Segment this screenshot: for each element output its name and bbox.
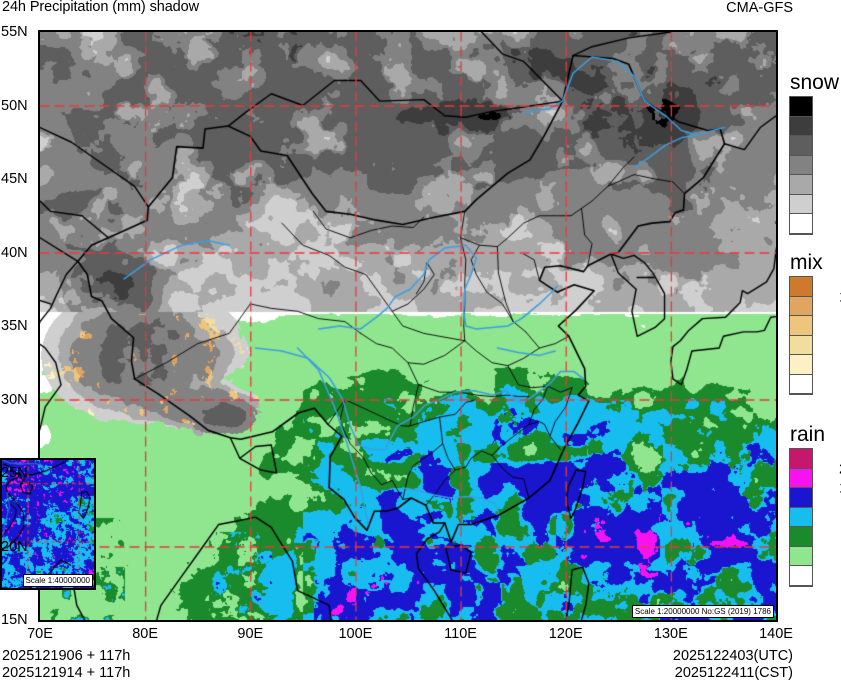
legend-rain: rain 250 100 50 25 10 0.1: [789, 423, 841, 587]
legend-swatch-snow-6: [790, 214, 812, 234]
inset-map-canvas: [2, 460, 94, 588]
lon-tick-130e: 130E: [653, 626, 688, 642]
lat-tick-35n: 35N: [1, 318, 28, 334]
legend-swatch-rain-1: [790, 468, 812, 488]
map-scale-badge: Scale 1:20000000 No:GS (2019) 1786: [631, 605, 774, 618]
legend-tick-rain-50: 50: [818, 499, 841, 516]
legend-tick-rain-10: 10: [818, 538, 841, 555]
legend-tick-snow-20: 20: [818, 128, 841, 145]
legend-colorbar-snow: 30201052.50.1: [789, 96, 813, 235]
legend-title-mix: mix: [790, 251, 823, 274]
legend-swatch-mix-0: [790, 277, 812, 297]
lat-tick-25n: 25N: [1, 465, 28, 481]
lon-tick-140e: 140E: [759, 626, 793, 642]
legend-tick-rain-0.1: 0.1: [818, 558, 841, 575]
legend-swatch-snow-3: [790, 155, 812, 175]
legend-tick-rain-25: 25: [818, 519, 841, 536]
legend-swatch-mix-3: [790, 335, 812, 355]
legend-tick-mix-25: 25: [818, 327, 841, 344]
legend-swatch-rain-5: [790, 546, 812, 566]
legend-colorbar-rain: 250 100 50 25 10 0.1: [789, 448, 841, 587]
lat-tick-15n: 15N: [1, 612, 28, 628]
legend-tick-rain-250: 250: [818, 460, 841, 477]
map-viewport[interactable]: Scale 1:20000000 No:GS (2019) 1786: [38, 30, 778, 622]
legend-tick-mix-100: 100: [818, 288, 841, 305]
legend-tick-mix-50: 50: [818, 308, 841, 325]
legend-title-rain: rain: [790, 423, 826, 446]
legend-swatch-rain-0: [790, 449, 812, 469]
legend-swatch-rain-3: [790, 507, 812, 527]
lat-tick-50n: 50N: [1, 97, 28, 114]
legend-swatch-snow-2: [790, 136, 812, 156]
lon-tick-90e: 90E: [237, 626, 264, 642]
legend-swatch-mix-4: [790, 355, 812, 375]
inset-scale-badge: Scale 1:40000000: [22, 574, 93, 587]
legend-swatch-snow-5: [790, 194, 812, 214]
legend-swatch-snow-4: [790, 175, 812, 195]
lon-tick-80e: 80E: [132, 626, 159, 642]
lat-tick-45n: 45N: [1, 171, 28, 187]
legend-swatch-rain-2: [790, 488, 812, 508]
legend-colorbar-mix: 100 50 25 10 0.1: [789, 276, 841, 395]
legend-mix: mix 100 50 25 10 0.1: [789, 251, 841, 395]
legend-swatch-snow-0: [790, 97, 812, 117]
precipitation-map-canvas: [40, 32, 776, 620]
legend-swatch-rain-6: [790, 566, 812, 586]
legend-tick-snow-5: 5: [818, 167, 841, 184]
legend-swatch-mix-1: [790, 296, 812, 316]
legend-tick-snow-2.5: 2.5: [818, 186, 841, 203]
legend-swatch-mix-2: [790, 316, 812, 336]
legend-tick-snow-0.1: 0.1: [818, 206, 841, 223]
lon-tick-110e: 110E: [444, 626, 477, 642]
legend-swatch-snow-1: [790, 116, 812, 136]
model-label: CMA-GFS: [726, 0, 793, 16]
legend-title-snow: snow: [790, 71, 840, 94]
page-title: 24h Precipitation (mm) shadow: [2, 0, 199, 15]
lon-tick-120e: 120E: [548, 626, 583, 642]
lat-tick-30n: 30N: [1, 391, 28, 408]
inset-map-south-china-sea[interactable]: Scale 1:40000000: [0, 458, 96, 590]
legend-tick-mix-0.1: 0.1: [818, 366, 841, 383]
lat-tick-55n: 55N: [1, 24, 28, 40]
legend-swatch-mix-5: [790, 374, 812, 394]
init-time-utc: 2025121906 + 117h: [2, 648, 131, 664]
init-time-cst: 2025121914 + 117h: [2, 665, 131, 681]
legend-tick-snow-30: 30: [818, 108, 841, 125]
lon-tick-70e: 70E: [27, 626, 53, 642]
lon-tick-100e: 100E: [338, 626, 373, 642]
legend-tick-snow-10: 10: [818, 147, 841, 164]
valid-time-utc: 2025122403(UTC): [672, 648, 793, 664]
valid-time-cst: 2025122411(CST): [674, 665, 793, 681]
legend-tick-mix-10: 10: [818, 347, 841, 364]
lat-tick-20n: 20N: [1, 538, 28, 555]
legend-swatch-rain-4: [790, 527, 812, 547]
legend-snow: snow30201052.50.1: [789, 72, 839, 235]
lat-tick-40n: 40N: [1, 244, 28, 261]
legend-tick-rain-100: 100: [818, 480, 841, 497]
